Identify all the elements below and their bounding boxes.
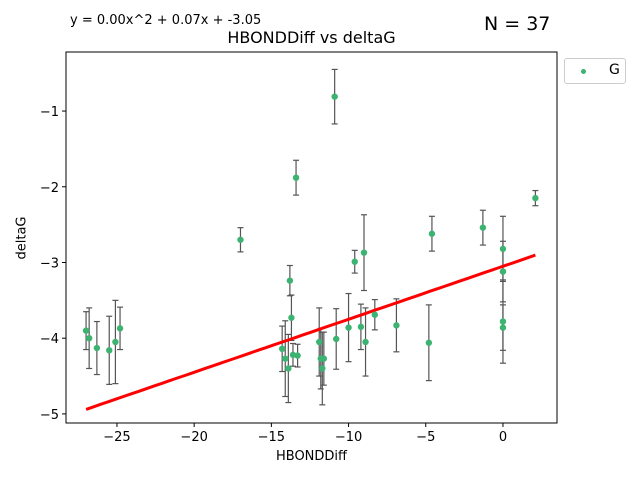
sample-count: N = 37 [484, 13, 551, 35]
data-point [82, 327, 90, 334]
data-point [237, 236, 244, 243]
data-point [319, 365, 326, 372]
data-point [425, 339, 433, 346]
x-axis-label: HBONDDiff [275, 449, 347, 464]
legend-label: G [609, 62, 620, 78]
data-point [106, 347, 113, 354]
data-point [362, 338, 369, 346]
data-point [479, 224, 487, 231]
data-point [357, 323, 365, 331]
data-point [499, 318, 507, 325]
y-axis-ticks: −5 −4 −3 −2 −1 [40, 105, 66, 423]
data-point [331, 93, 338, 100]
data-point [428, 230, 436, 237]
y-tick-label: −2 [40, 181, 59, 196]
x-tick-label: −15 [258, 430, 285, 445]
x-axis-ticks: −25 −20 −15 −10 −5 0 [103, 423, 507, 445]
data-point [345, 324, 352, 331]
data-point [499, 324, 507, 331]
data-point [499, 245, 507, 253]
data-point [360, 249, 368, 256]
data-point [393, 322, 400, 329]
data-point [93, 344, 101, 352]
points-layer [82, 93, 539, 372]
legend-marker-icon [581, 69, 586, 74]
y-tick-label: −1 [40, 105, 59, 120]
legend: G [564, 58, 626, 84]
x-tick-label: 0 [499, 430, 507, 445]
chart-title: HBONDDiff vs deltaG [227, 28, 396, 47]
y-tick-label: −3 [40, 256, 59, 271]
data-point [316, 338, 323, 346]
data-point [85, 335, 93, 342]
data-point [320, 355, 328, 362]
data-point [292, 174, 300, 181]
data-point [351, 258, 358, 265]
plot-frame [65, 51, 558, 424]
y-tick-label: −5 [40, 408, 59, 423]
x-tick-label: −20 [180, 430, 207, 445]
fit-curve [85, 253, 536, 411]
fit-curve-layer [85, 253, 536, 411]
data-point [116, 325, 124, 332]
data-point [499, 268, 507, 275]
data-point [112, 338, 119, 346]
data-point [282, 355, 289, 362]
y-axis-label: deltaG [14, 216, 30, 260]
data-point [371, 311, 379, 318]
x-tick-label: −5 [416, 430, 435, 445]
data-point [278, 345, 286, 352]
data-point [333, 335, 340, 343]
data-point [286, 277, 294, 284]
errorbar-layer [83, 68, 539, 406]
x-tick-label: −25 [103, 430, 130, 445]
data-point [294, 352, 301, 359]
x-tick-label: −10 [335, 430, 362, 445]
regression-equation: y = 0.00x^2 + 0.07x + -3.05 [70, 13, 262, 28]
y-tick-label: −4 [40, 332, 59, 347]
data-point [532, 194, 539, 202]
data-point [285, 365, 292, 372]
data-point [288, 314, 295, 321]
